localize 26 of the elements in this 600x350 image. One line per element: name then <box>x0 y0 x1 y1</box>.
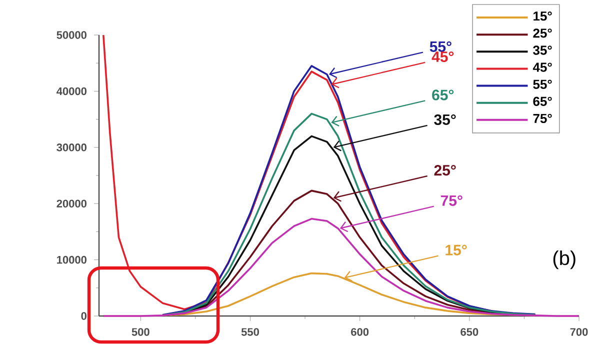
legend-label: 55° <box>533 80 552 89</box>
annotation: 25° <box>434 164 456 176</box>
x-tick-label: 700 <box>570 328 588 336</box>
x-tick-label: 600 <box>351 328 369 336</box>
legend-label: 35° <box>533 46 552 55</box>
y-tick-label: 10000 <box>57 256 86 264</box>
annotation: 15° <box>446 244 467 256</box>
legend-label: 75° <box>533 114 552 124</box>
legend-label: 15° <box>534 12 552 21</box>
annotation: 75° <box>440 195 462 206</box>
x-tick-label: 550 <box>241 328 259 336</box>
x-tick-label: 650 <box>460 328 478 336</box>
y-tick-label: 20000 <box>56 200 86 208</box>
annotation: (b) <box>553 250 576 270</box>
legend-label: 25° <box>533 28 552 38</box>
annotation: 65° <box>432 90 454 100</box>
annotation: 55° <box>430 41 452 52</box>
annotation: 35° <box>434 114 456 125</box>
y-tick-label: 50000 <box>56 31 86 39</box>
y-tick-label: 30000 <box>56 144 86 152</box>
x-tick-label: 500 <box>132 328 150 336</box>
legend-label: 65° <box>533 96 552 106</box>
y-tick-label: 40000 <box>56 87 86 96</box>
legend-label: 45° <box>532 62 552 72</box>
y-tick-label: 0 <box>81 312 86 320</box>
annotation: 45° <box>432 51 454 62</box>
